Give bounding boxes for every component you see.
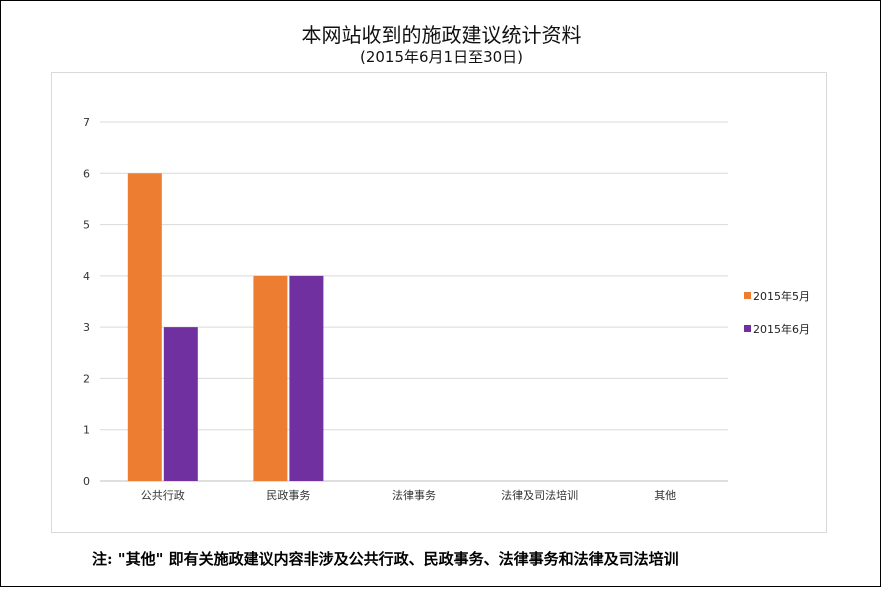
y-tick-label: 6 bbox=[83, 167, 90, 180]
y-tick-label: 0 bbox=[83, 475, 90, 488]
chart-title: 本网站收到的施政建议统计资料 bbox=[301, 23, 582, 47]
chart-subtitle: (2015年6月1日至30日) bbox=[359, 48, 524, 66]
footnote: 注: "其他" 即有关施政建议内容非涉及公共行政、民政事务、法律事务和法律及司法… bbox=[92, 550, 679, 568]
y-tick-label: 5 bbox=[83, 219, 90, 232]
bar bbox=[289, 275, 324, 481]
legend-swatch bbox=[744, 325, 751, 332]
y-tick-label: 1 bbox=[83, 424, 90, 437]
x-tick-label: 法律事务 bbox=[392, 488, 436, 502]
y-tick-label: 2 bbox=[83, 372, 90, 385]
x-tick-label: 其他 bbox=[654, 489, 676, 502]
x-tick-label: 法律及司法培训 bbox=[501, 488, 578, 502]
legend-label: 2015年6月 bbox=[753, 322, 810, 336]
bar bbox=[163, 327, 198, 481]
bar bbox=[253, 275, 288, 481]
x-tick-label: 民政事务 bbox=[266, 488, 310, 502]
y-tick-label: 3 bbox=[83, 321, 90, 334]
x-tick-label: 公共行政 bbox=[141, 488, 185, 502]
bar bbox=[127, 173, 162, 482]
legend-swatch bbox=[744, 292, 751, 299]
legend-label: 2015年5月 bbox=[753, 289, 810, 303]
y-tick-label: 4 bbox=[83, 270, 90, 283]
y-tick-label: 7 bbox=[83, 116, 90, 129]
